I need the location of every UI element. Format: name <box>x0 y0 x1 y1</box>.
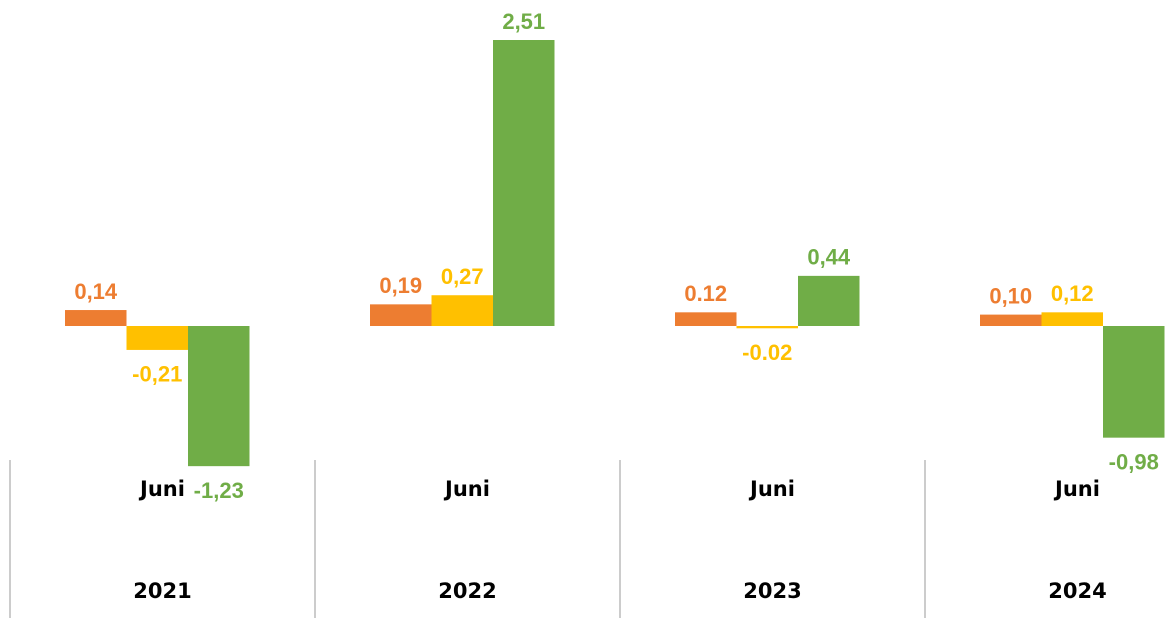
bar <box>188 326 250 467</box>
data-label: 0,12 <box>1051 281 1094 306</box>
data-label: 0,10 <box>989 283 1032 308</box>
bar <box>798 275 860 326</box>
x-tick-label: 2024 <box>1048 579 1106 603</box>
bar <box>675 312 737 326</box>
month-label: Juni <box>443 477 490 501</box>
data-label: -0.02 <box>742 340 792 365</box>
x-tick-label: 2022 <box>438 579 496 603</box>
data-label: 0,27 <box>441 264 484 289</box>
data-label: -0,21 <box>132 362 182 387</box>
bar <box>736 326 798 329</box>
month-label: Juni <box>1053 477 1100 501</box>
data-label: 0,44 <box>807 245 851 270</box>
bar <box>126 326 188 350</box>
data-label: 0,14 <box>74 279 118 304</box>
month-label: Juni <box>138 477 185 501</box>
x-tick-label: 2021 <box>133 579 191 603</box>
data-label: -0,98 <box>1109 449 1159 474</box>
data-label: -1,23 <box>194 478 244 503</box>
bar <box>65 310 127 326</box>
data-label: 2,51 <box>502 9 545 34</box>
x-tick-label: 2023 <box>743 579 801 603</box>
bar <box>1041 312 1103 326</box>
data-label: 0.12 <box>684 281 727 306</box>
bar <box>431 295 493 326</box>
data-label: 0,19 <box>379 273 422 298</box>
bar <box>370 304 432 326</box>
month-label: Juni <box>748 477 795 501</box>
bar <box>1103 326 1165 438</box>
bar <box>493 40 555 326</box>
bar <box>980 314 1042 326</box>
